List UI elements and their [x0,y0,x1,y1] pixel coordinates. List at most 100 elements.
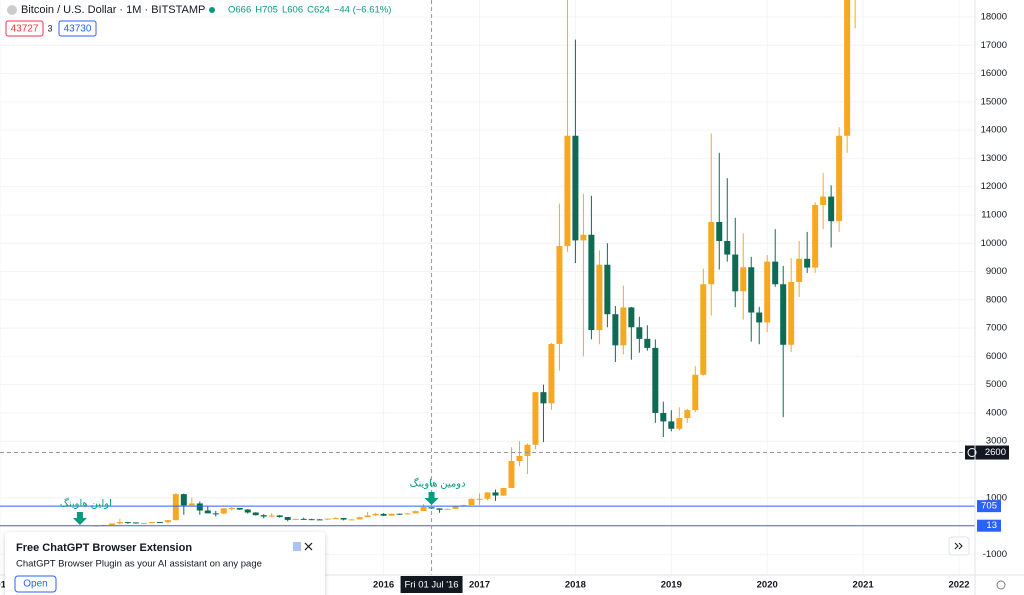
x-tick-label: 2016 [373,580,394,591]
candle-body [204,510,211,514]
y-tick-label: 4000 [986,407,1007,418]
ad-close[interactable] [304,542,313,551]
candle-body [812,205,819,268]
candle-body [316,519,323,521]
candle-body [220,508,227,514]
candle-body [156,522,163,524]
candle-body [364,515,371,518]
candle-body [284,517,291,520]
candle-body [588,234,595,331]
candle-body [140,523,147,525]
candle-body [476,498,483,500]
candle-body [836,135,843,222]
x-tick-label: 2021 [853,580,875,591]
candle-body [724,240,731,255]
candle-body [388,513,395,516]
candle-body [228,507,235,509]
candle-body [572,135,579,241]
settings-icon[interactable] [996,580,1006,590]
ad-box [5,532,325,595]
candle-body [716,222,723,241]
candle-body [348,519,355,521]
candle-body [276,515,283,518]
candle-body [668,421,675,429]
hline-label-bg [977,519,1001,532]
candle-body [300,518,307,520]
candles [92,0,856,527]
candle-body [380,513,387,516]
candle-body [524,444,531,456]
candle-body [684,410,691,419]
candle-body [252,512,259,516]
x-tick-label: 2017 [469,580,490,591]
x-tick-label: 01 [0,580,7,591]
ask-box[interactable] [58,20,97,37]
candle-body [308,519,315,521]
candle-body [732,254,739,292]
candle-body [564,135,571,247]
candle-body [332,518,339,520]
y-tick-label: -1000 [983,549,1007,560]
x-tick-label: 2018 [565,580,586,591]
hline-label-bg [977,500,1001,513]
candle-body [452,506,459,509]
candle-body [196,503,203,511]
candle-body [804,258,811,268]
candle-body [596,264,603,331]
candle-body [556,246,563,344]
ad-text: ChatGPT Browser Plugin as your AI assist… [16,559,262,570]
y-tick-label: 9000 [986,266,1007,277]
y-tick-label: 15000 [981,96,1007,107]
y-tick-label: 17000 [981,40,1007,51]
y-tick-label: 5000 [986,379,1007,390]
ad-button[interactable] [14,575,57,593]
candle-body [404,513,411,515]
candle-body [540,392,547,404]
grid: -1000 1000 3000 4000 5000 6000 7000 8000 9000 100… [0,0,1007,591]
y-tick-label: 8000 [986,294,1007,305]
candle-body [268,515,275,517]
candle-body [484,492,491,499]
price-plus [967,448,977,458]
candle-body [772,261,779,285]
status-dot [209,7,215,13]
price-label-bg [965,445,1009,460]
candle-body [700,284,707,375]
candle-body [468,498,475,506]
y-tick-label: 10000 [981,238,1007,249]
bid-box[interactable] [5,20,44,37]
crosshair-label-bg [400,576,463,593]
ad-button-label: Open [23,579,47,590]
candle-body [180,494,187,506]
candle-body [508,461,515,488]
annotation: دومین هاوینگ [410,478,466,490]
ad-title: Free ChatGPT Browser Extension [16,542,192,554]
candle-body [788,281,795,345]
candle-body [172,494,179,521]
candle-body [132,522,139,524]
ohlc-value: L606 [282,5,303,16]
x-tick-label: 2020 [757,580,778,591]
candle-body [820,196,827,206]
candle-body [620,307,627,346]
candle-body [356,517,363,520]
scroll-button[interactable] [948,536,970,556]
ad-info[interactable] [293,542,301,551]
candle-body [340,518,347,520]
bid: 43727 [11,24,39,35]
candle-body [500,487,507,496]
annotation: اولین هاوینگ [60,498,112,510]
y-tick-label: 6000 [986,351,1007,362]
ask: 43730 [64,24,92,35]
candle-body [212,513,219,515]
candle-body [548,343,555,404]
x-tick-label: 2019 [661,580,682,591]
candle-body [188,503,195,506]
candle-body [796,258,803,282]
candle-body [148,522,155,524]
candle-body [292,518,299,520]
spread: 3 [47,23,52,33]
y-tick-label: 14000 [981,125,1007,136]
